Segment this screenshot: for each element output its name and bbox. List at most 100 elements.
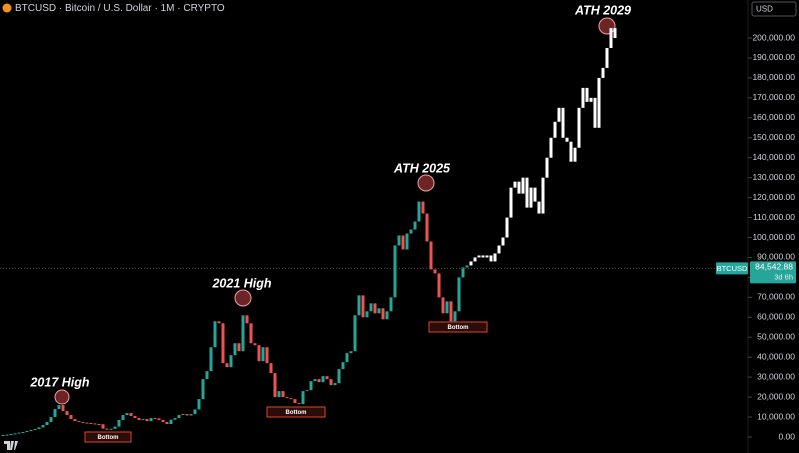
candle [241, 315, 245, 352]
candle [437, 273, 441, 298]
candle [225, 363, 229, 368]
candle [397, 235, 401, 246]
candle [305, 390, 309, 392]
candle [129, 413, 133, 417]
annotation: ATH 2025 [393, 161, 451, 175]
candle [197, 399, 201, 410]
bottom-box [84, 431, 132, 443]
candle [613, 28, 617, 39]
candle [525, 177, 529, 208]
candle [77, 421, 81, 423]
candle [73, 419, 77, 422]
candle [53, 409, 57, 418]
candle [173, 418, 177, 420]
candle [285, 397, 289, 399]
candle [585, 87, 589, 102]
highlight-circle [234, 289, 252, 307]
candle [13, 433, 17, 435]
candle [245, 315, 249, 324]
candle [401, 235, 405, 250]
candle [61, 405, 65, 412]
candle [561, 107, 565, 138]
tv-logo [4, 441, 18, 450]
currency-label[interactable]: USD [756, 5, 773, 14]
candle [433, 269, 437, 274]
y-tick-label: 190,000.00 [752, 52, 795, 62]
candle [125, 413, 129, 416]
annotation: 2017 High [29, 375, 89, 389]
candle [369, 303, 373, 312]
candle [9, 434, 13, 436]
y-tick-label: 170,000.00 [752, 92, 795, 102]
price-badge-label: 84,542.88 [755, 262, 793, 272]
candle [573, 147, 577, 162]
candle [165, 422, 169, 425]
candle [489, 255, 493, 262]
y-tick-label: 90,000.00 [757, 252, 795, 262]
candle [317, 379, 321, 383]
candle [113, 426, 117, 429]
candle [109, 428, 113, 430]
candle [293, 399, 297, 404]
candle [57, 405, 61, 410]
candle [21, 432, 25, 434]
candle [485, 255, 489, 258]
highlight-circle [598, 17, 616, 35]
bottom-label: Bottom [98, 435, 119, 441]
candle [153, 418, 157, 420]
currency-select[interactable] [751, 1, 797, 17]
candle [157, 418, 161, 421]
candle [593, 97, 597, 128]
candle [253, 343, 257, 346]
candle [101, 424, 105, 429]
candle [469, 261, 473, 266]
candle [589, 97, 593, 102]
candle [533, 187, 537, 202]
candle [553, 121, 557, 138]
candle [85, 422, 89, 424]
candle [577, 107, 581, 148]
y-tick-label: 120,000.00 [752, 192, 795, 202]
candle [581, 87, 585, 108]
y-tick-label: 30,000.00 [757, 371, 795, 381]
candle [425, 213, 429, 242]
candle [181, 414, 185, 416]
y-tick-label: 40,000.00 [757, 351, 795, 361]
y-tick-label: 110,000.00 [753, 212, 795, 222]
candle [185, 414, 189, 416]
candle [105, 428, 109, 430]
candle [93, 423, 97, 425]
bottom-box [266, 406, 326, 418]
candle [497, 245, 501, 254]
candle [257, 345, 261, 362]
candle [501, 237, 505, 246]
candle [449, 301, 453, 322]
candle [321, 376, 325, 383]
candle [273, 373, 277, 398]
candle [405, 233, 409, 250]
candle [473, 257, 477, 262]
candle [37, 427, 41, 430]
candle [65, 411, 69, 416]
candle [381, 308, 385, 320]
candle [229, 355, 233, 368]
candle [545, 157, 549, 178]
candle [145, 419, 149, 422]
candle [421, 201, 425, 214]
candle [413, 221, 417, 230]
candle [385, 311, 389, 320]
candle [237, 343, 241, 352]
y-tick-label: 10,000.00 [757, 411, 795, 421]
candle [277, 391, 281, 398]
candle [445, 301, 449, 314]
candle [269, 363, 273, 374]
candle [25, 431, 29, 433]
bottom-box [428, 321, 488, 333]
y-tick-label: 70,000.00 [757, 292, 795, 302]
candle [289, 398, 293, 400]
symbol-icon [2, 3, 12, 13]
candle [517, 181, 521, 194]
candle [209, 347, 213, 372]
candle [1, 435, 5, 437]
